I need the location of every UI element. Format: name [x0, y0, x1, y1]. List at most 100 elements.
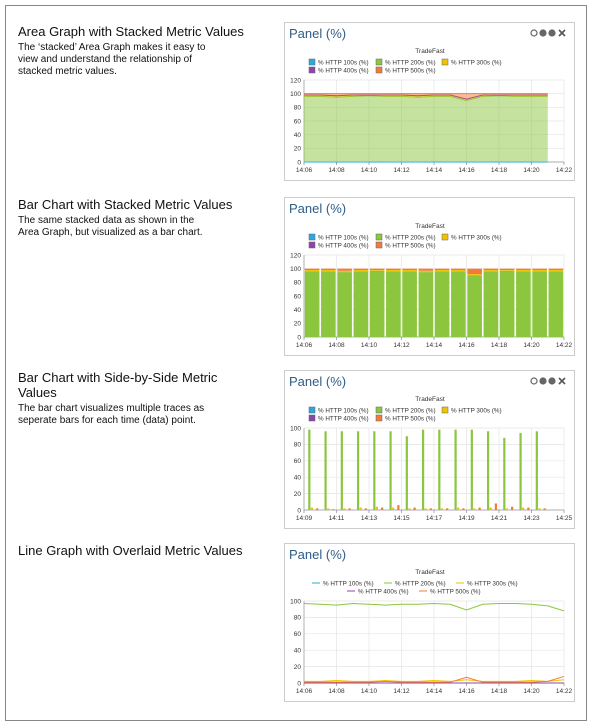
bar: [462, 508, 465, 510]
bar-segment: [467, 275, 482, 337]
chart-subtitle: TradeFast: [415, 396, 445, 403]
y-tick-label: 20: [294, 664, 302, 671]
bar-segment: [321, 270, 336, 272]
bar-segment: [499, 270, 515, 337]
bar: [511, 506, 514, 510]
y-tick-label: 0: [297, 507, 301, 514]
bar: [327, 508, 330, 510]
bar: [381, 507, 384, 510]
panel-icon[interactable]: [548, 29, 556, 37]
legend-swatch: [375, 414, 383, 422]
bar: [310, 507, 314, 510]
bar-segment: [386, 268, 401, 271]
x-tick-label: 14:10: [361, 688, 378, 695]
bar: [522, 507, 525, 510]
y-tick-label: 40: [294, 307, 302, 314]
y-tick-label: 0: [297, 334, 301, 341]
y-tick-label: 100: [290, 598, 301, 605]
close-icon[interactable]: [558, 29, 566, 37]
bar: [373, 431, 376, 510]
bar-segment: [532, 268, 547, 271]
panel-title: Panel (%): [289, 201, 346, 216]
bar-segment: [353, 268, 369, 271]
y-tick-label: 100: [290, 91, 301, 98]
bar-segment: [304, 270, 320, 272]
bar-segment: [548, 268, 564, 271]
legend-label: % HTTP 200s (%): [385, 234, 436, 241]
x-tick-label: 14:21: [491, 515, 508, 522]
legend-swatch: [308, 241, 316, 249]
bar: [527, 507, 530, 510]
section: Bar Chart with Side-by-Side Metric Value…: [18, 370, 248, 427]
area-fill: [304, 95, 548, 162]
bar-segment: [532, 270, 547, 272]
panel-border: [284, 370, 575, 529]
legend-label: % HTTP 300s (%): [467, 580, 518, 587]
legend-label: % HTTP 500s (%): [430, 588, 481, 595]
legend-label: % HTTP 200s (%): [385, 59, 436, 66]
legend-label: % HTTP 300s (%): [451, 234, 502, 241]
legend-label: % HTTP 500s (%): [385, 67, 436, 74]
y-tick-label: 120: [290, 252, 301, 259]
bar-segment: [369, 270, 385, 271]
legend-label: % HTTP 200s (%): [395, 580, 446, 587]
legend-label: % HTTP 100s (%): [318, 59, 369, 66]
description: The same stacked data as shown in the Ar…: [18, 215, 203, 238]
bar: [413, 507, 416, 510]
line: [304, 675, 565, 683]
legend-label: % HTTP 100s (%): [318, 234, 369, 241]
bar-segment: [353, 271, 369, 337]
close-icon[interactable]: [558, 377, 566, 385]
bar: [375, 506, 379, 510]
y-tick-label: 20: [294, 321, 302, 328]
x-tick-label: 14:12: [393, 688, 410, 695]
y-tick-label: 60: [294, 458, 302, 465]
heading: Bar Chart with Stacked Metric Values: [18, 197, 233, 212]
x-tick-label: 14:10: [361, 342, 378, 349]
panel-icon[interactable]: [539, 29, 547, 37]
bar-segment: [516, 271, 531, 337]
bar-segment: [548, 271, 564, 337]
x-tick-label: 14:06: [296, 167, 313, 174]
panel-icon[interactable]: [530, 29, 538, 37]
bar-segment: [337, 270, 352, 273]
panel-icon[interactable]: [530, 377, 538, 385]
legend-swatch: [375, 66, 383, 74]
legend-label: % HTTP 300s (%): [451, 59, 502, 66]
bar: [457, 507, 460, 510]
bar: [397, 505, 400, 510]
bar-segment: [402, 268, 417, 271]
bar: [421, 429, 425, 510]
bar-segment: [516, 268, 531, 271]
bar-segment: [304, 271, 320, 337]
bar: [470, 429, 473, 510]
chart-panel: Panel (%)TradeFast% HTTP 100s (%)% HTTP …: [284, 370, 575, 529]
panel-icon[interactable]: [548, 377, 556, 385]
description: The ‘stacked’ Area Graph makes it easy t…: [18, 42, 206, 77]
bar: [392, 507, 395, 510]
y-tick-label: 80: [294, 615, 302, 622]
bar-segment: [369, 270, 385, 337]
section: Bar Chart with Stacked Metric Values The…: [18, 197, 248, 239]
y-tick-label: 80: [294, 105, 302, 112]
bar-segment: [499, 268, 515, 271]
bar: [503, 437, 506, 510]
legend-swatch: [308, 58, 316, 66]
legend-swatch: [308, 66, 316, 74]
x-tick-label: 14:06: [296, 342, 313, 349]
x-tick-label: 14:22: [556, 342, 573, 349]
bar: [424, 508, 427, 510]
x-tick-label: 14:08: [328, 688, 345, 695]
bar-segment: [532, 271, 547, 337]
bar: [543, 508, 546, 510]
area-fill: [304, 93, 548, 100]
bar: [473, 508, 476, 510]
chart-panel: Panel (%)TradeFast% HTTP 100s (%)% HTTP …: [284, 22, 575, 181]
legend-swatch: [375, 406, 383, 414]
panel-icon[interactable]: [539, 377, 547, 385]
x-tick-label: 14:12: [393, 342, 410, 349]
y-tick-label: 60: [294, 293, 302, 300]
bar-segment: [451, 271, 466, 337]
bar: [519, 432, 522, 510]
